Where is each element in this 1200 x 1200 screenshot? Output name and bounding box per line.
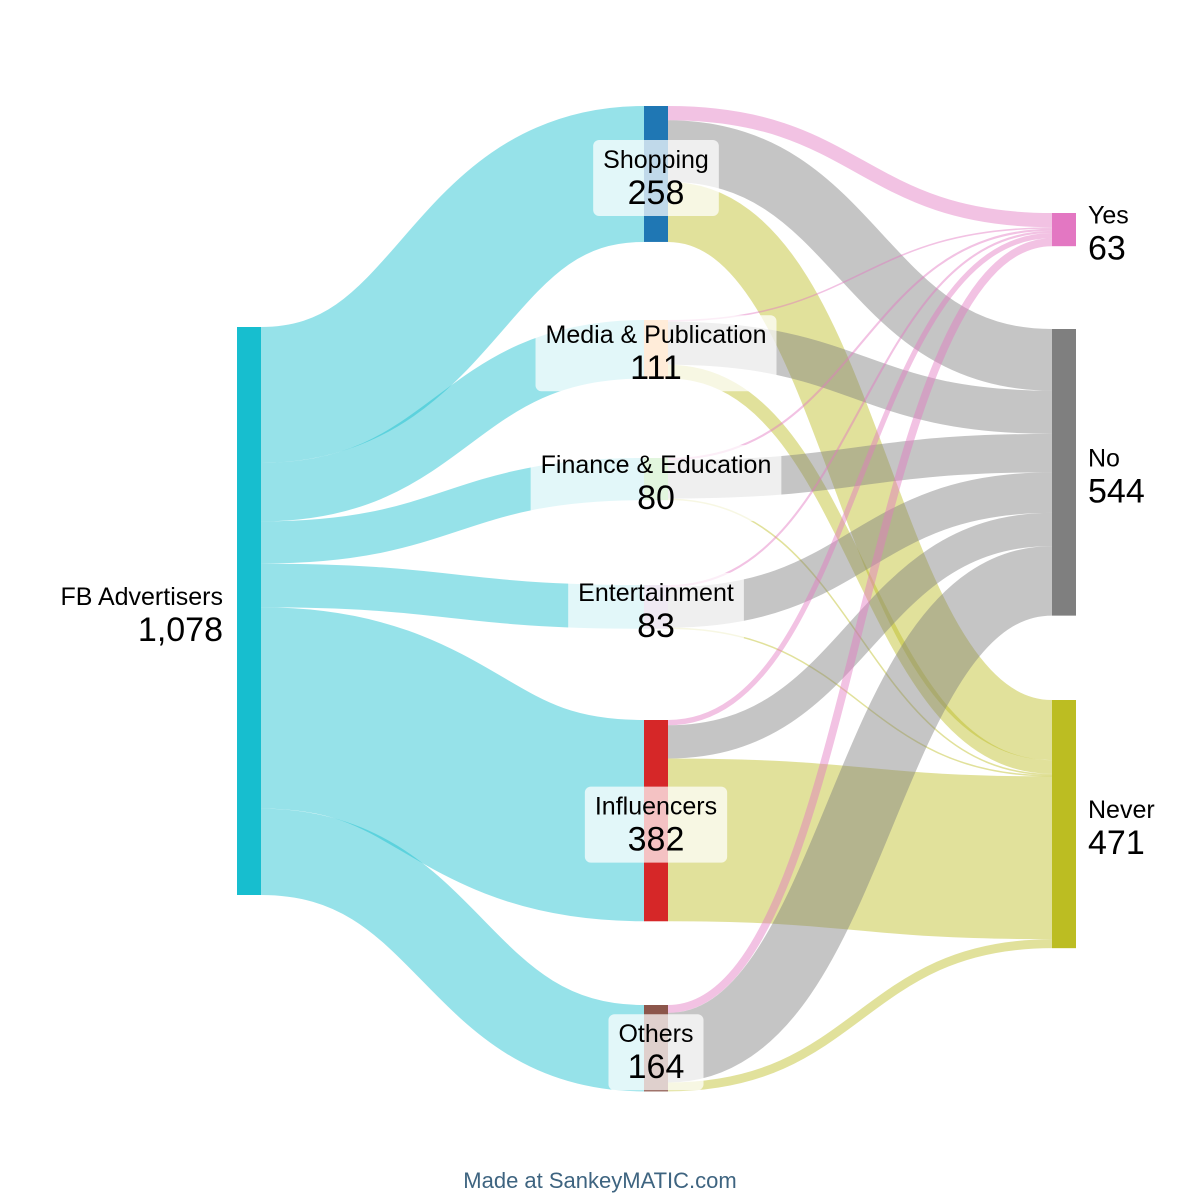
node-yes <box>1052 213 1076 247</box>
label-entertainment-backdrop <box>568 572 744 649</box>
label-never-value: 471 <box>1088 824 1145 862</box>
label-influencers-value: 382 <box>628 821 685 859</box>
label-others-backdrop <box>608 1014 704 1091</box>
link-fb-to-influencers <box>258 607 647 922</box>
label-shopping-backdrop <box>593 139 719 216</box>
link-influencers-to-yes <box>667 233 1053 726</box>
label-yes-name: Yes <box>1088 202 1129 230</box>
label-influencers-name: Influencers <box>595 793 717 821</box>
label-media-name: Media & Publication <box>546 321 767 349</box>
label-yes-value: 63 <box>1088 230 1126 268</box>
link-fb-to-shopping <box>258 105 647 463</box>
label-others-name: Others <box>618 1020 693 1048</box>
link-shopping-to-no <box>667 120 1053 391</box>
label-finance-value: 80 <box>637 479 675 517</box>
link-shopping-to-yes <box>667 105 1053 228</box>
link-others-to-never <box>667 939 1053 1092</box>
label-others-value: 164 <box>628 1048 685 1086</box>
label-never-name: Never <box>1088 796 1155 824</box>
link-shopping-to-never <box>665 181 1055 761</box>
label-fb-name: FB Advertisers <box>60 583 223 611</box>
label-no-name: No <box>1088 444 1120 472</box>
link-others-to-no <box>665 546 1055 1083</box>
label-no-value: 544 <box>1088 472 1145 510</box>
link-fb-to-others <box>259 808 646 1092</box>
node-no <box>1052 329 1076 616</box>
node-never <box>1052 700 1076 949</box>
label-entertainment-value: 83 <box>637 607 675 645</box>
label-finance-name: Finance & Education <box>541 451 772 479</box>
link-entertainment-to-yes <box>667 230 1053 588</box>
sankeymatic-credit[interactable]: Made at SankeyMATIC.com <box>463 1168 737 1193</box>
link-others-to-yes <box>667 238 1053 1013</box>
label-fb-value: 1,078 <box>138 611 223 649</box>
link-influencers-to-never <box>667 758 1053 940</box>
label-shopping-value: 258 <box>628 174 685 212</box>
label-media-backdrop <box>535 315 777 392</box>
link-influencers-to-no <box>667 512 1053 759</box>
label-entertainment-name: Entertainment <box>578 579 734 607</box>
label-shopping-name: Shopping <box>603 146 709 174</box>
node-fb <box>237 327 261 895</box>
label-finance-backdrop <box>530 445 782 522</box>
label-media-value: 111 <box>630 349 682 387</box>
label-influencers-backdrop <box>584 786 728 863</box>
link-media-to-never <box>667 364 1053 774</box>
